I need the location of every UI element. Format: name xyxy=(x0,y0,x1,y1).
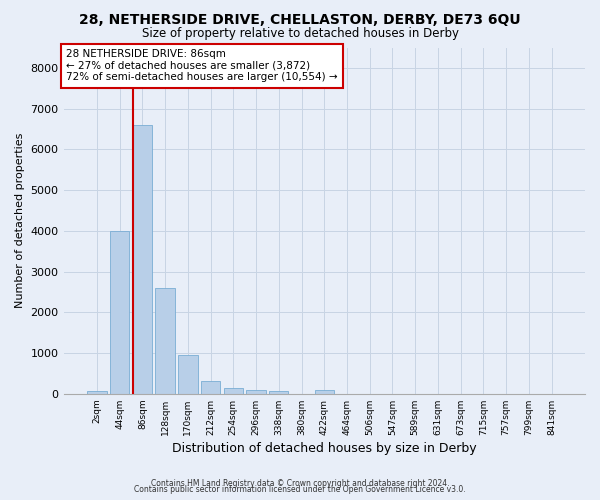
Text: 28, NETHERSIDE DRIVE, CHELLASTON, DERBY, DE73 6QU: 28, NETHERSIDE DRIVE, CHELLASTON, DERBY,… xyxy=(79,12,521,26)
Text: Contains HM Land Registry data © Crown copyright and database right 2024.: Contains HM Land Registry data © Crown c… xyxy=(151,478,449,488)
Y-axis label: Number of detached properties: Number of detached properties xyxy=(15,133,25,308)
Bar xyxy=(201,381,220,394)
Bar xyxy=(87,390,107,394)
Bar xyxy=(155,288,175,394)
Bar xyxy=(110,231,130,394)
Text: Contains public sector information licensed under the Open Government Licence v3: Contains public sector information licen… xyxy=(134,485,466,494)
Bar xyxy=(178,355,197,394)
Bar xyxy=(133,125,152,394)
Bar xyxy=(269,390,289,394)
X-axis label: Distribution of detached houses by size in Derby: Distribution of detached houses by size … xyxy=(172,442,476,455)
Text: Size of property relative to detached houses in Derby: Size of property relative to detached ho… xyxy=(142,28,458,40)
Bar xyxy=(314,390,334,394)
Bar xyxy=(247,390,266,394)
Bar xyxy=(224,388,243,394)
Text: 28 NETHERSIDE DRIVE: 86sqm
← 27% of detached houses are smaller (3,872)
72% of s: 28 NETHERSIDE DRIVE: 86sqm ← 27% of deta… xyxy=(66,49,338,82)
